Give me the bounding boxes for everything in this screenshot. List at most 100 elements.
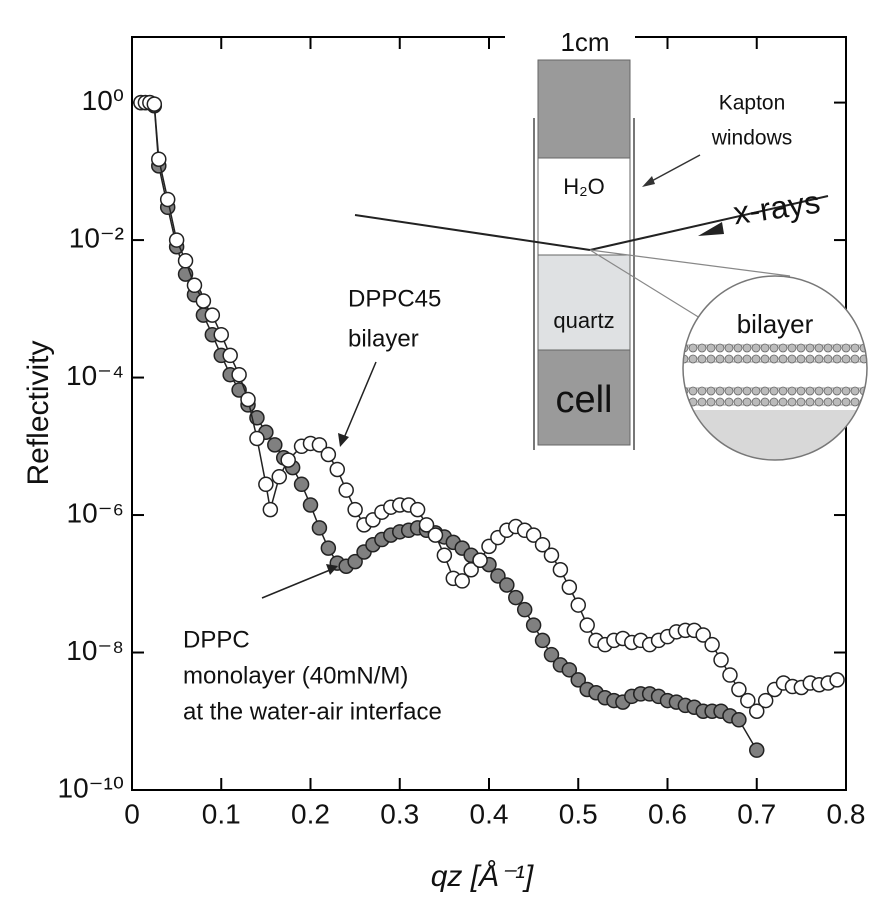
x-tick-label: 0.1 — [202, 798, 241, 829]
lipid-head — [832, 343, 842, 353]
data-point — [329, 461, 346, 478]
lipid-head — [787, 354, 797, 364]
lipid-head — [715, 354, 725, 364]
lipid-head — [850, 343, 860, 353]
arrow-head — [698, 222, 724, 236]
x-tick-label: 0.3 — [380, 798, 419, 829]
data-point — [280, 452, 296, 468]
x-axis-label: qz [Å⁻¹] — [431, 860, 534, 893]
lipid-head — [742, 386, 752, 396]
lipid-head — [778, 386, 788, 396]
data-point — [262, 501, 279, 518]
annotation: bilayer — [348, 325, 419, 352]
annotation: at the water-air interface — [183, 698, 442, 725]
data-point — [311, 437, 328, 453]
lipid-head — [796, 397, 806, 407]
cell-label: cell — [555, 379, 612, 421]
lipid-head — [814, 354, 824, 364]
lipid-head — [733, 397, 743, 407]
x-tick-label: 0.5 — [559, 798, 598, 829]
lipid-head — [724, 354, 734, 364]
data-point — [570, 672, 586, 688]
lipid-head — [751, 343, 761, 353]
data-point — [151, 151, 167, 167]
data-point — [829, 672, 845, 688]
data-point — [204, 307, 221, 323]
data-point — [749, 742, 765, 758]
data-point — [749, 703, 765, 719]
lipid-head — [697, 397, 707, 407]
lipid-head — [697, 354, 707, 364]
data-point — [320, 446, 337, 463]
data-point — [463, 561, 479, 578]
lipid-head — [697, 386, 707, 396]
lipid-head — [823, 343, 833, 353]
data-point — [525, 527, 542, 543]
data-point — [258, 476, 274, 493]
lipid-head — [805, 343, 815, 353]
kapton-label: Kapton — [719, 92, 786, 115]
zoom-label: bilayer — [737, 309, 814, 339]
data-point — [195, 293, 212, 309]
lipid-head — [760, 343, 770, 353]
lipid-head — [733, 343, 743, 353]
data-point — [222, 347, 238, 364]
lipid-head — [688, 343, 698, 353]
arrow-head — [642, 176, 655, 187]
lipid-head — [706, 354, 716, 364]
data-point — [249, 430, 265, 447]
data-point — [508, 589, 524, 606]
lipid-head — [706, 343, 716, 353]
y-tick-label: 10⁻⁴ — [66, 360, 124, 391]
zoom-outline — [682, 275, 868, 461]
lipid-head — [778, 343, 788, 353]
data-point — [534, 632, 551, 649]
lipid-head — [823, 386, 833, 396]
x-tick-label: 0.8 — [827, 798, 866, 829]
lipid-head — [841, 354, 851, 364]
data-point — [543, 646, 560, 663]
lipid-head — [787, 397, 797, 407]
lipid-rows — [683, 343, 867, 407]
lipid-head — [733, 354, 743, 364]
lipid-head — [688, 354, 698, 364]
inset-label-bg — [505, 25, 635, 65]
data-point — [311, 520, 328, 536]
lipid-head — [805, 386, 815, 396]
data-point — [271, 469, 288, 485]
quartz-label: quartz — [553, 308, 614, 333]
lipid-head — [706, 386, 716, 396]
reflected-beam — [354, 214, 591, 251]
data-point — [579, 617, 595, 633]
data-point — [570, 597, 586, 613]
x-tick-label: 0 — [124, 798, 140, 829]
data-point — [713, 652, 729, 668]
lipid-head — [796, 343, 806, 353]
lipid-head — [787, 343, 797, 353]
lipid-head — [814, 343, 824, 353]
data-point — [704, 636, 720, 653]
data-point — [213, 326, 229, 343]
lipid-head — [796, 386, 806, 396]
y-tick-label: 10⁻² — [69, 222, 124, 253]
lipid-head — [850, 354, 860, 364]
data-point — [757, 692, 774, 709]
lipid-head — [823, 397, 833, 407]
annotation: DPPC45 — [348, 285, 441, 312]
lipid-head — [832, 386, 842, 396]
data-point — [516, 601, 533, 618]
lipid-head — [832, 397, 842, 407]
annotation: monolayer (40mN/M) — [183, 662, 408, 689]
lipid-head — [760, 386, 770, 396]
data-point — [525, 617, 542, 633]
lipid-head — [778, 397, 788, 407]
data-point — [472, 552, 488, 568]
lipid-head — [823, 354, 833, 364]
data-point — [347, 501, 363, 518]
data-point — [267, 437, 283, 453]
data-point — [293, 476, 310, 493]
data-point — [186, 277, 203, 294]
lipid-head — [751, 397, 761, 407]
data-point — [240, 391, 256, 408]
